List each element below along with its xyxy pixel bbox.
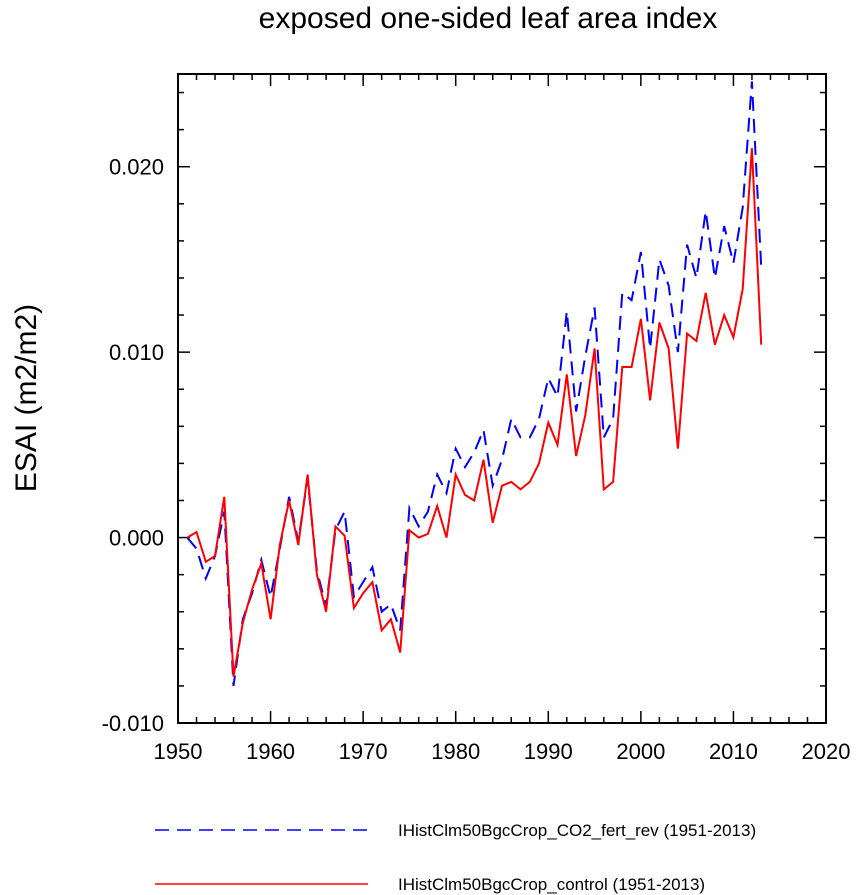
- y-tick-label: -0.010: [102, 711, 164, 736]
- x-tick-label: 1980: [431, 739, 480, 764]
- chart-title: exposed one-sided leaf area index: [259, 2, 718, 35]
- series-lines: [186, 81, 763, 687]
- x-tick-label: 2020: [802, 739, 851, 764]
- x-tick-label: 1970: [339, 739, 388, 764]
- series-line-control: [186, 148, 763, 677]
- legend-label: IHistClm50BgcCrop_CO2_fert_rev (1951-201…: [398, 821, 756, 840]
- y-tick-label: 0.020: [109, 155, 164, 180]
- tick-labels: 1950 1960 1970 1980 1990 2000 2010 2020 -0.010 0.…: [102, 155, 851, 764]
- y-axis-label: ESAI (m2/m2): [10, 304, 43, 492]
- x-tick-label: 2010: [709, 739, 758, 764]
- y-tick-label: 0.000: [109, 526, 164, 551]
- legend-label: IHistClm50BgcCrop_control (1951-2013): [398, 875, 705, 894]
- x-tick-label: 1950: [154, 739, 203, 764]
- x-tick-label: 1990: [524, 739, 573, 764]
- y-tick-label: 0.010: [109, 340, 164, 365]
- axis-ticks: [177, 74, 827, 724]
- plot-frame: [177, 73, 827, 724]
- x-tick-label: 2000: [616, 739, 665, 764]
- x-tick-label: 1960: [246, 739, 295, 764]
- legend: IHistClm50BgcCrop_CO2_fert_rev (1951-201…: [155, 821, 756, 894]
